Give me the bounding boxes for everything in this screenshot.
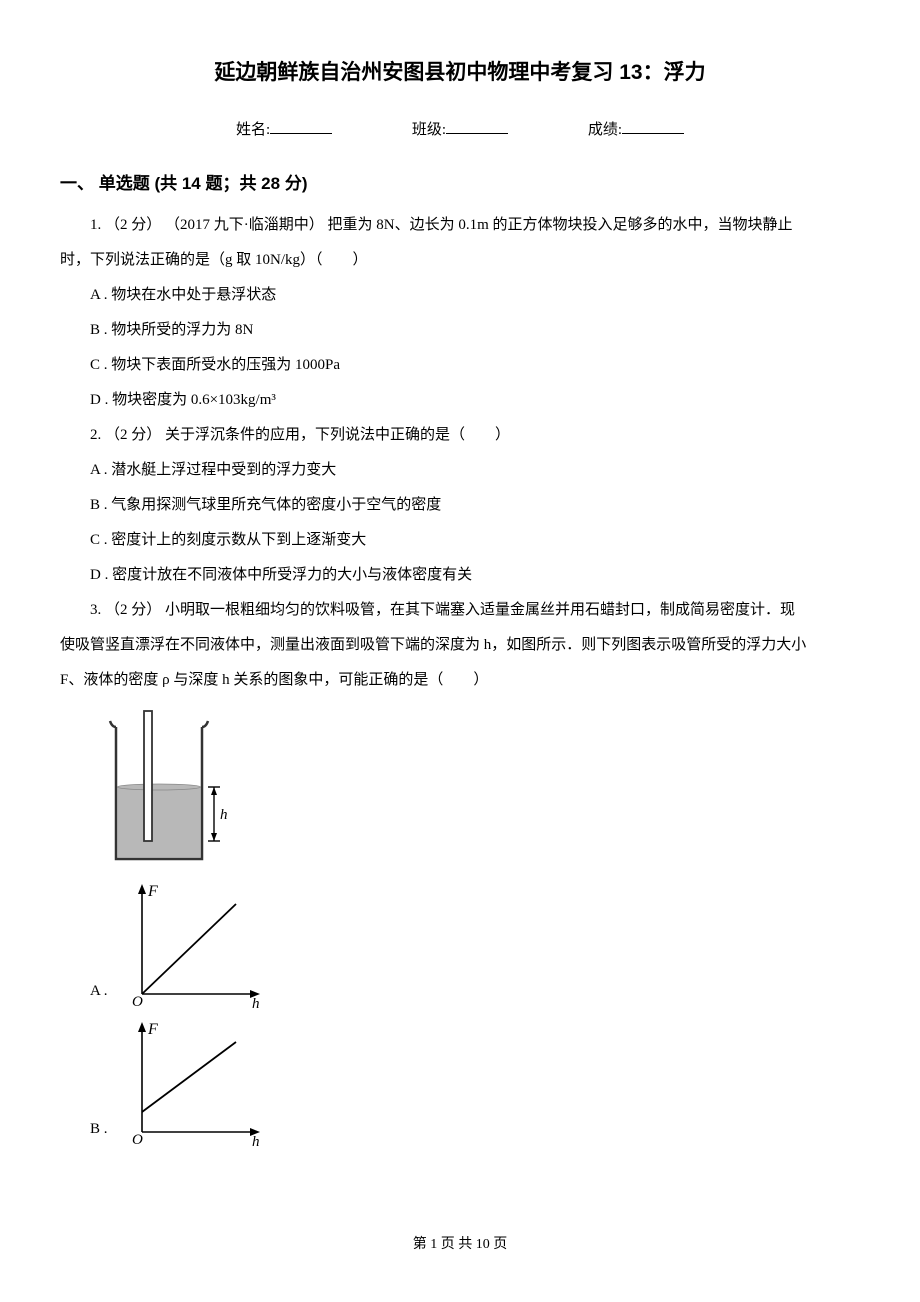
axis-label-F: F [147, 883, 158, 900]
axis-label-F-b: F [147, 1021, 158, 1038]
q1-option-a: A . 物块在水中处于悬浮状态 [60, 279, 860, 312]
q1-stem-line2: 时，下列说法正确的是（g 取 10N/kg）（ ） [60, 244, 860, 277]
q1-option-d: D . 物块密度为 0.6×103kg/m³ [60, 384, 860, 417]
q2-stem: 2. （2 分） 关于浮沉条件的应用，下列说法中正确的是（ ） [60, 419, 860, 452]
page-title: 延边朝鲜族自治州安图县初中物理中考复习 13：浮力 [60, 50, 860, 96]
beaker-figure: h [102, 709, 860, 874]
q2-option-d: D . 密度计放在不同液体中所受浮力的大小与液体密度有关 [60, 559, 860, 592]
score-underline [622, 118, 684, 135]
axis-label-O-b: O [132, 1132, 143, 1148]
q2-option-c: C . 密度计上的刻度示数从下到上逐渐变大 [60, 524, 860, 557]
axis-label-O: O [132, 994, 143, 1010]
graph-b-svg: F O h [118, 1020, 268, 1150]
class-field: 班级: [412, 114, 508, 147]
q1-option-b: B . 物块所受的浮力为 8N [60, 314, 860, 347]
class-underline [446, 118, 508, 135]
section-1-header: 一、 单选题 (共 14 题；共 28 分) [60, 165, 860, 202]
q3-stem-line1: 3. （2 分） 小明取一根粗细均匀的饮料吸管，在其下端塞入适量金属丝并用石蜡封… [60, 594, 860, 627]
axis-label-h-b: h [252, 1134, 260, 1150]
q3-stem-line2: 使吸管竖直漂浮在不同液体中，测量出液面到吸管下端的深度为 h，如图所示．则下列图… [60, 629, 860, 662]
student-info-line: 姓名: 班级: 成绩: [60, 114, 860, 147]
graph-a-svg: F O h [118, 882, 268, 1012]
axis-label-h: h [252, 996, 260, 1012]
q3-label-b: B . [90, 1113, 108, 1146]
q3-label-a: A . [90, 975, 108, 1008]
svg-text:h: h [220, 807, 228, 823]
q1-option-c: C . 物块下表面所受水的压强为 1000Pa [60, 349, 860, 382]
score-label: 成绩: [588, 122, 622, 138]
score-field: 成绩: [588, 114, 684, 147]
name-field: 姓名: [236, 114, 332, 147]
q3-option-b-row: B . F O h [90, 1020, 860, 1150]
q1-stem-line1: 1. （2 分） （2017 九下·临淄期中） 把重为 8N、边长为 0.1m … [60, 209, 860, 242]
class-label: 班级: [412, 122, 446, 138]
name-underline [270, 118, 332, 135]
name-label: 姓名: [236, 122, 270, 138]
q3-option-a-row: A . F O h [90, 882, 860, 1012]
page-footer: 第 1 页 共 10 页 [60, 1230, 860, 1261]
q2-option-a: A . 潜水艇上浮过程中受到的浮力变大 [60, 454, 860, 487]
q3-stem-line3: F、液体的密度 ρ 与深度 h 关系的图象中，可能正确的是（ ） [60, 664, 860, 697]
beaker-svg: h [102, 709, 232, 874]
q2-option-b: B . 气象用探测气球里所充气体的密度小于空气的密度 [60, 489, 860, 522]
